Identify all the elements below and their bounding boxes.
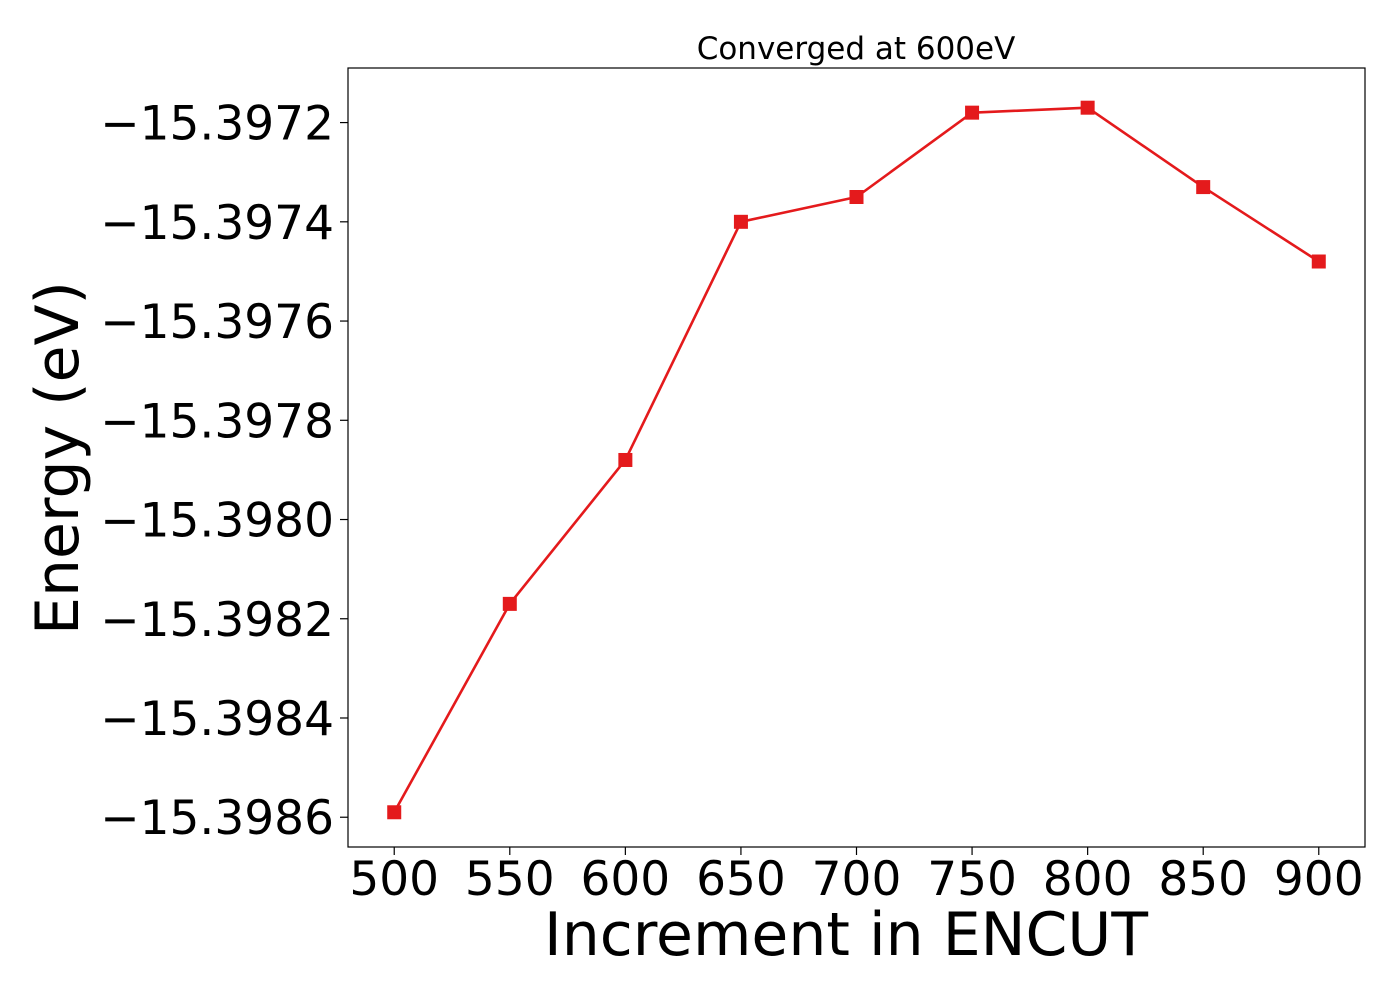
y-axis-label: Energy (eV) xyxy=(23,281,93,635)
y-tick-label: −15.3980 xyxy=(100,494,334,549)
chart-title: Converged at 600eV xyxy=(697,31,1016,67)
y-tick-label: −15.3976 xyxy=(100,295,334,350)
y-tick-label: −15.3986 xyxy=(100,791,334,846)
data-point-marker xyxy=(849,190,864,205)
data-point-marker xyxy=(502,596,517,611)
x-tick-label: 850 xyxy=(1158,852,1248,907)
y-tick-label: −15.3982 xyxy=(100,593,334,648)
y-tick-label: −15.3972 xyxy=(100,97,334,152)
data-point-marker xyxy=(733,214,748,229)
x-tick-label: 800 xyxy=(1043,852,1133,907)
y-tick-label: −15.3978 xyxy=(100,394,334,449)
y-tick-label: −15.3974 xyxy=(100,196,334,251)
x-tick-label: 650 xyxy=(696,852,786,907)
data-point-marker xyxy=(618,452,633,467)
x-tick-label: 750 xyxy=(927,852,1017,907)
data-point-marker xyxy=(1311,254,1326,269)
series-line xyxy=(393,106,1320,813)
data-point-marker xyxy=(1196,180,1211,195)
x-tick-label: 600 xyxy=(581,852,671,907)
x-tick-label: 700 xyxy=(812,852,902,907)
x-tick-label: 900 xyxy=(1274,852,1364,907)
x-axis-label: Increment in ENCUT xyxy=(544,900,1148,970)
data-point-marker xyxy=(965,105,980,120)
plot-area: 500 550 600 650 700 750 800 850 900 −15.3972 −15.3… xyxy=(100,97,1363,907)
x-tick-label: 500 xyxy=(349,852,439,907)
data-point-marker xyxy=(387,805,402,820)
y-tick-label: −15.3984 xyxy=(100,692,334,747)
plot-frame xyxy=(347,67,1366,848)
x-tick-label: 550 xyxy=(465,852,555,907)
data-point-marker xyxy=(1080,100,1095,115)
